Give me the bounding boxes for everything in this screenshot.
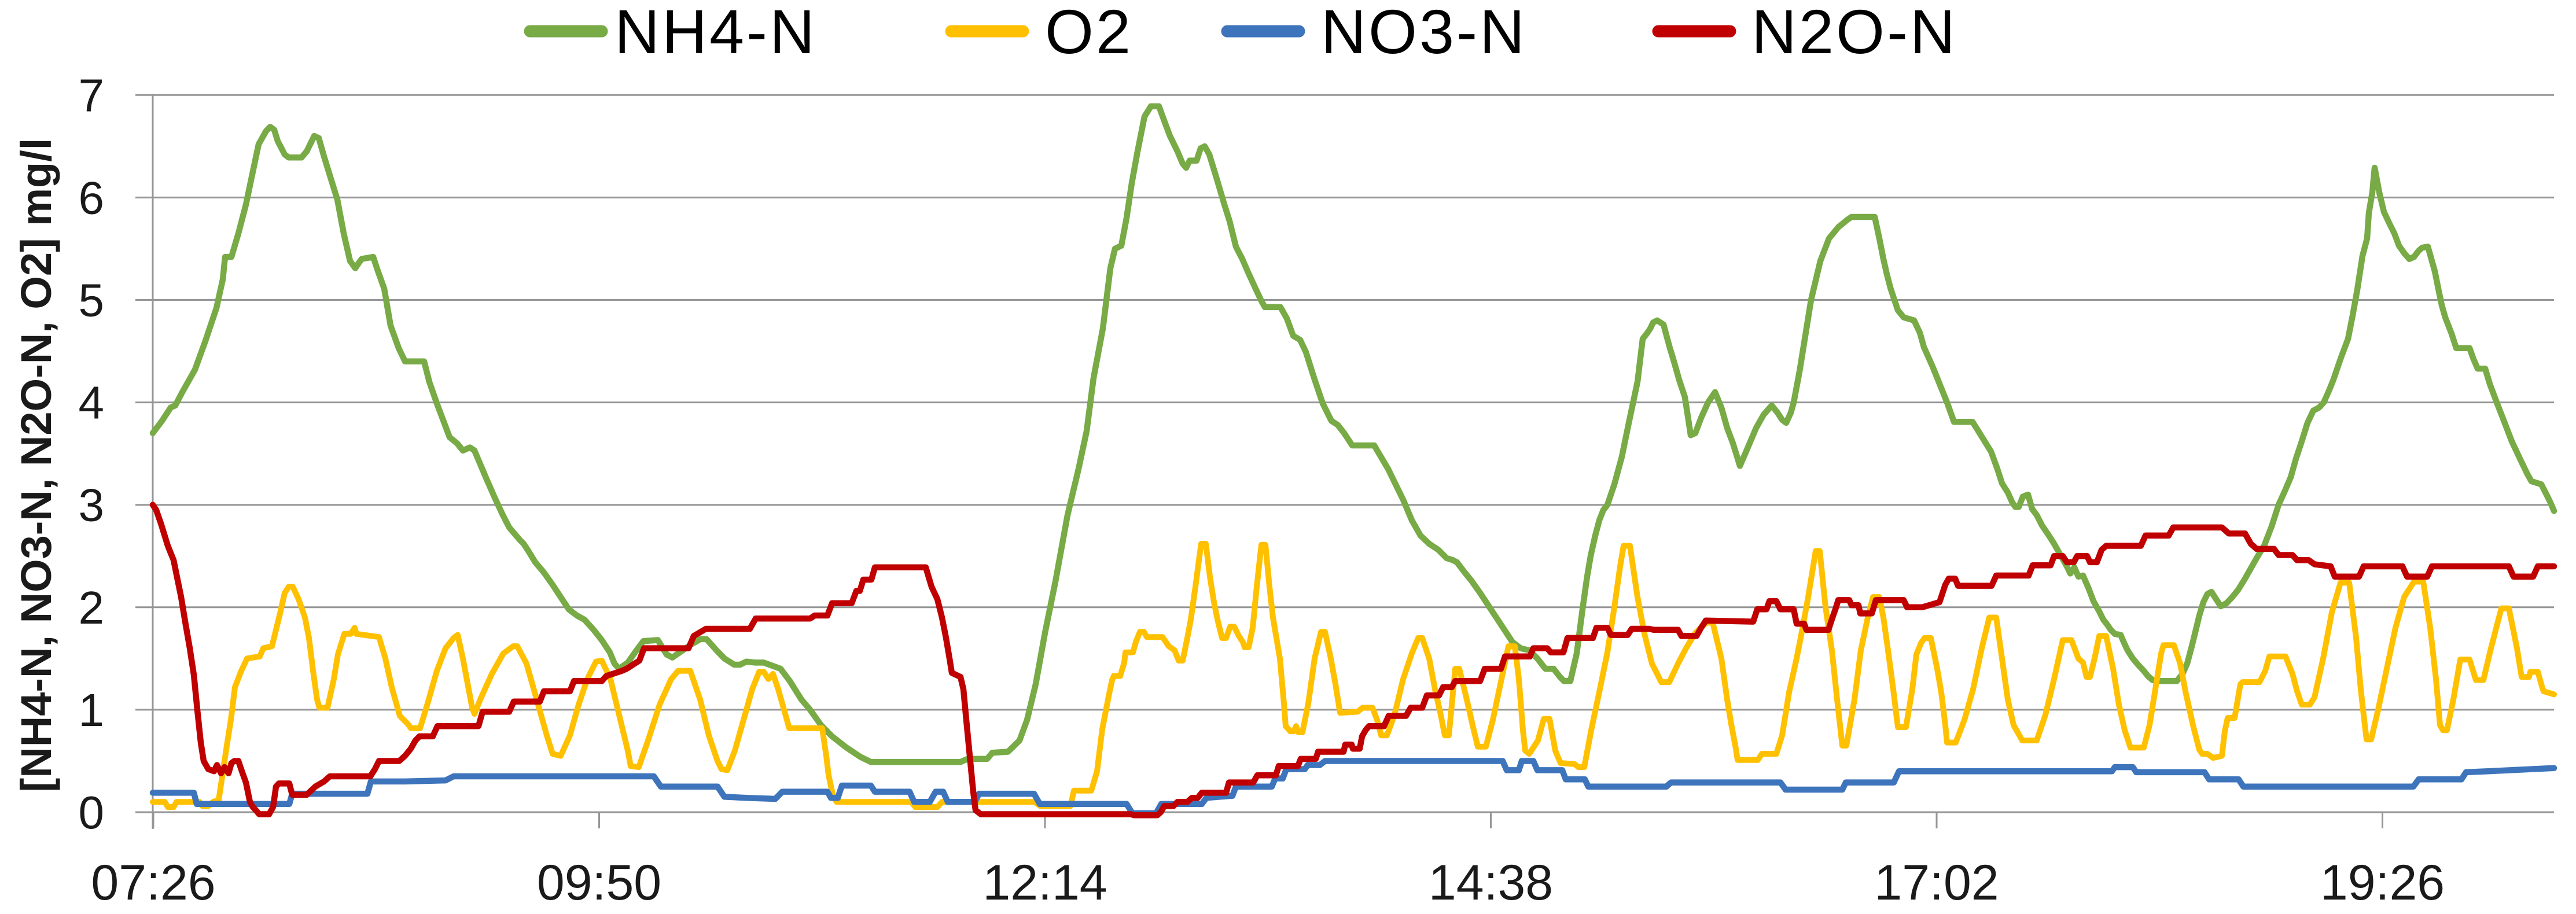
svg-text:19:26: 19:26 [2320, 855, 2445, 911]
svg-text:14:38: 14:38 [1429, 855, 1553, 911]
svg-text:7: 7 [79, 69, 105, 121]
svg-text:6: 6 [79, 172, 105, 223]
svg-text:NH4-N: NH4-N [614, 0, 817, 67]
svg-text:O2: O2 [1045, 0, 1133, 67]
svg-text:2: 2 [79, 582, 105, 633]
svg-text:09:50: 09:50 [537, 855, 661, 911]
svg-text:N2O-N: N2O-N [1751, 0, 1957, 67]
svg-text:12:14: 12:14 [982, 855, 1107, 911]
svg-text:1: 1 [79, 684, 105, 736]
svg-text:0: 0 [79, 787, 105, 838]
svg-text:5: 5 [79, 275, 105, 326]
svg-text:07:26: 07:26 [91, 855, 215, 911]
svg-text:[NH4-N, NO3-N, N2O-N, O2] mg/l: [NH4-N, NO3-N, N2O-N, O2] mg/l [12, 138, 60, 793]
svg-text:3: 3 [79, 480, 105, 531]
svg-text:17:02: 17:02 [1874, 855, 1999, 911]
svg-text:NO3-N: NO3-N [1321, 0, 1527, 67]
svg-text:4: 4 [79, 377, 105, 429]
